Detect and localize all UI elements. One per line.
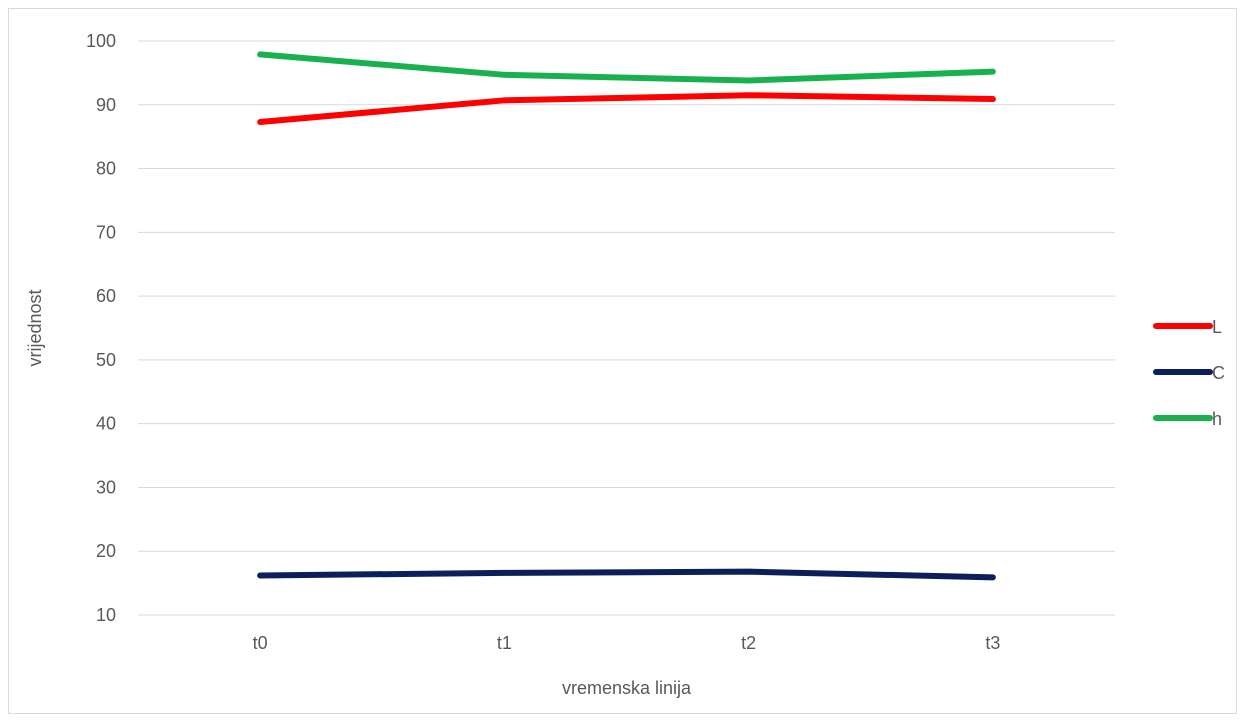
y-tick-label: 100: [86, 31, 116, 51]
legend: L Ch: [1153, 317, 1225, 429]
y-tick-label: 40: [96, 414, 116, 434]
data-point: [501, 72, 507, 78]
legend-item-h: h: [1153, 409, 1222, 429]
series-lines: [257, 51, 996, 581]
x-tick-label: t2: [741, 633, 756, 653]
series-line-L: [257, 92, 996, 125]
data-point: [746, 569, 752, 575]
data-point: [257, 119, 263, 125]
legend-label: L: [1212, 317, 1222, 337]
y-axis-title: vrijednost: [25, 289, 45, 366]
x-axis-title: vremenska linija: [562, 678, 692, 698]
data-point: [746, 92, 752, 98]
data-point: [990, 574, 996, 580]
data-point: [746, 78, 752, 84]
data-point: [501, 97, 507, 103]
legend-item-C: C: [1153, 363, 1225, 383]
y-tick-label: 50: [96, 350, 116, 370]
data-point: [257, 572, 263, 578]
series-h: [257, 51, 996, 84]
y-tick-label: 80: [96, 159, 116, 179]
y-tick-label: 70: [96, 222, 116, 242]
series-line-h: [257, 51, 996, 84]
data-point: [501, 570, 507, 576]
x-axis-ticks: t0 t1 t2 t3: [253, 633, 1001, 653]
legend-item-L: L: [1153, 317, 1222, 337]
series-L: [257, 92, 996, 125]
legend-label: h: [1212, 409, 1222, 429]
legend-label: C: [1212, 363, 1225, 383]
y-tick-label: 60: [96, 286, 116, 306]
x-tick-label: t3: [985, 633, 1000, 653]
y-axis-ticks: 10 20 30 40 50 60 70 80 90 100: [86, 31, 116, 625]
gridlines: [138, 40, 1115, 616]
chart-frame: [8, 8, 1237, 714]
x-tick-label: t0: [253, 633, 268, 653]
x-tick-label: t1: [497, 633, 512, 653]
y-tick-label: 90: [96, 95, 116, 115]
data-point: [257, 51, 263, 57]
y-tick-label: 10: [96, 605, 116, 625]
y-tick-label: 30: [96, 477, 116, 497]
series-C: [257, 568, 996, 581]
data-point: [990, 96, 996, 102]
series-line-C: [257, 568, 996, 581]
y-tick-label: 20: [96, 541, 116, 561]
data-point: [990, 69, 996, 75]
